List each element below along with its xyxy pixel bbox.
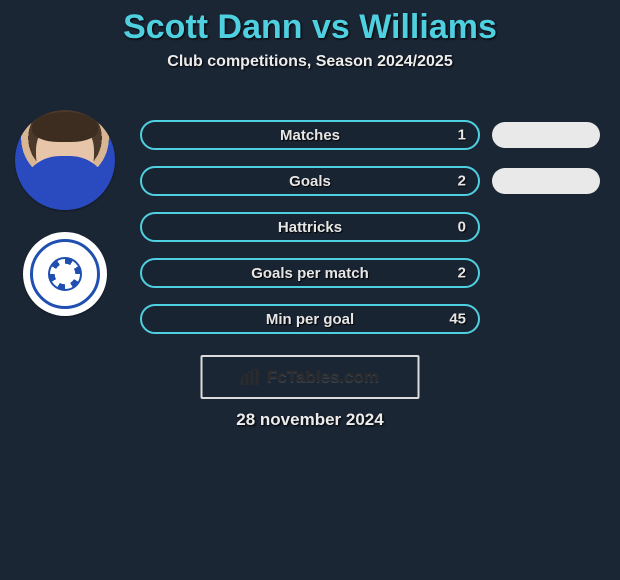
comparison-widget: Scott Dann vs Williams Club competitions… bbox=[0, 0, 620, 580]
stat-pill-right bbox=[492, 168, 600, 194]
stat-row: Min per goal 45 bbox=[140, 304, 600, 334]
stat-label: Hattricks bbox=[278, 219, 342, 236]
stat-value: 2 bbox=[458, 173, 466, 190]
avatars-column bbox=[10, 110, 120, 316]
page-title: Scott Dann vs Williams bbox=[0, 0, 620, 47]
stat-label: Min per goal bbox=[266, 311, 354, 328]
stat-pill-right bbox=[492, 122, 600, 148]
stat-value: 1 bbox=[458, 127, 466, 144]
stat-value: 45 bbox=[449, 311, 466, 328]
stat-label: Matches bbox=[280, 127, 340, 144]
player-avatar bbox=[15, 110, 115, 210]
stat-label: Goals bbox=[289, 173, 331, 190]
brand-text: FcTables.com bbox=[267, 367, 379, 387]
stat-value: 2 bbox=[458, 265, 466, 282]
stat-row: Matches 1 bbox=[140, 120, 600, 150]
date-text: 28 november 2024 bbox=[0, 410, 620, 430]
chart-icon bbox=[241, 369, 261, 385]
stat-pill-left: Matches 1 bbox=[140, 120, 480, 150]
stat-pill-left: Goals per match 2 bbox=[140, 258, 480, 288]
brand-box[interactable]: FcTables.com bbox=[201, 355, 420, 399]
stat-row: Hattricks 0 bbox=[140, 212, 600, 242]
stat-pill-left: Goals 2 bbox=[140, 166, 480, 196]
stat-pill-left: Hattricks 0 bbox=[140, 212, 480, 242]
page-subtitle: Club competitions, Season 2024/2025 bbox=[0, 53, 620, 71]
stat-pill-left: Min per goal 45 bbox=[140, 304, 480, 334]
club-badge bbox=[23, 232, 107, 316]
stats-list: Matches 1 Goals 2 Hattricks 0 bbox=[140, 120, 600, 350]
stat-row: Goals per match 2 bbox=[140, 258, 600, 288]
stat-row: Goals 2 bbox=[140, 166, 600, 196]
stat-label: Goals per match bbox=[251, 265, 369, 282]
stat-value: 0 bbox=[458, 219, 466, 236]
